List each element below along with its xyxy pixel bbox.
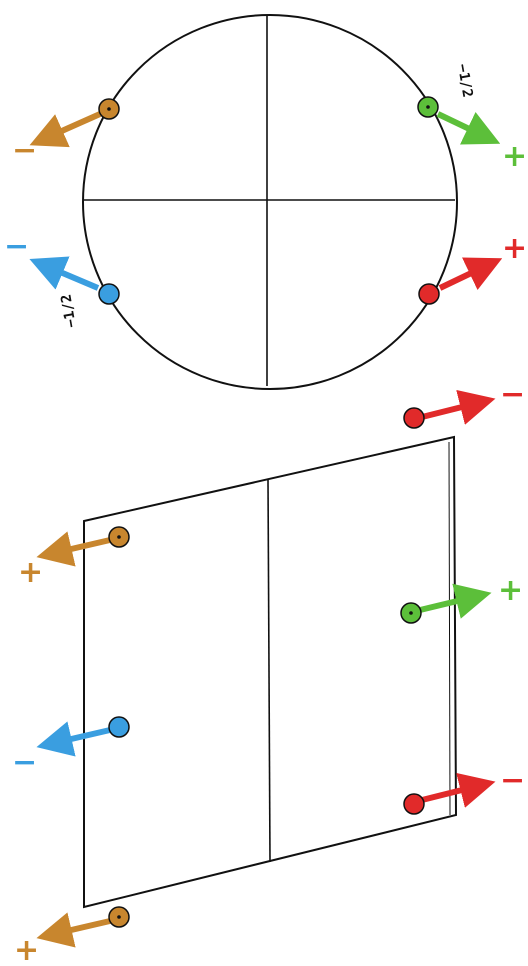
parallelogram-view: − + + − − — [12, 377, 525, 966]
red-sign-label: + — [502, 231, 527, 266]
green-note-label: −1/2 — [454, 63, 476, 99]
circle-blue-orbital: − −1/2 — [4, 229, 120, 329]
para-green-orbital: + — [400, 573, 523, 624]
parallelogram-inner-edge — [448, 441, 451, 816]
circle-view: − + −1/2 − −1/2 + — [4, 14, 527, 390]
para-red-lower-orbital: − — [403, 763, 525, 815]
red-dot — [418, 283, 440, 305]
para-blue-sign-label: − — [12, 745, 37, 780]
orange-upper-sign-label: + — [18, 555, 43, 590]
red-top-sign-label: − — [500, 377, 525, 412]
para-green-sign-label: + — [498, 573, 523, 608]
parallelogram-divider — [267, 479, 271, 863]
orange-sign-label: − — [12, 133, 37, 168]
red-lower-sign-label: − — [500, 763, 525, 798]
circle-green-orbital: + −1/2 — [417, 63, 527, 174]
circle-red-orbital: + — [418, 231, 527, 305]
blue-dot — [98, 283, 120, 305]
green-sign-label: + — [502, 139, 527, 174]
blue-sign-label: − — [4, 229, 29, 264]
para-blue-orbital: − — [12, 716, 130, 780]
parallelogram-outline — [83, 435, 458, 909]
circle-orange-orbital: − — [12, 98, 120, 168]
para-red-top-orbital: − — [403, 377, 525, 429]
para-orange-lower-orbital: + — [14, 906, 130, 966]
red-top-dot — [403, 407, 425, 429]
blue-note-label: −1/2 — [58, 293, 80, 329]
blue-dot-para — [108, 716, 130, 738]
para-orange-upper-orbital: + — [18, 526, 130, 590]
orange-lower-sign-label: + — [14, 933, 39, 966]
circle-outline — [82, 14, 458, 390]
red-lower-dot — [403, 793, 425, 815]
